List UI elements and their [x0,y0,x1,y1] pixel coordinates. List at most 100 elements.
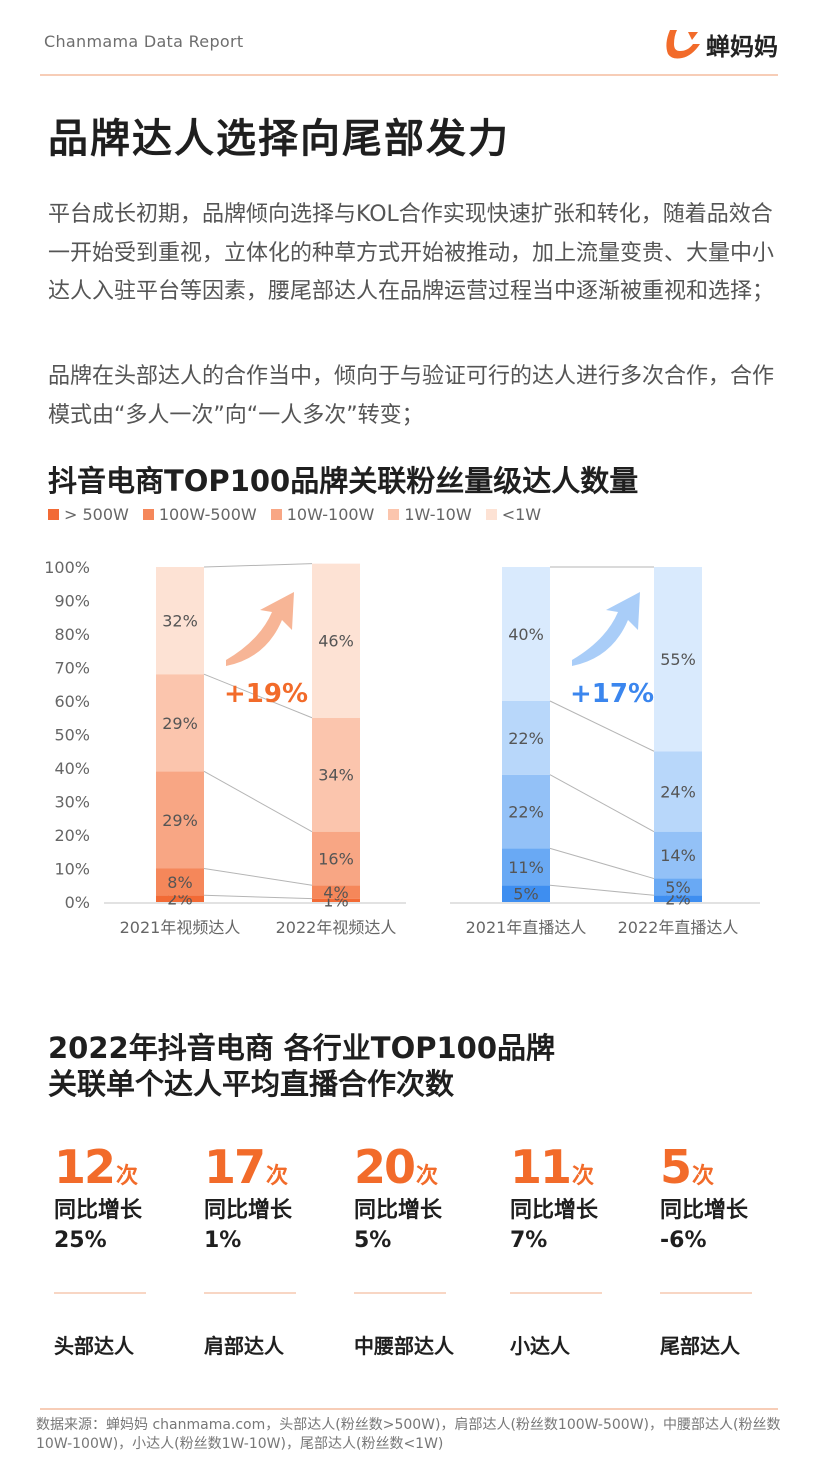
legend-item: <1W [485,505,542,524]
bar-segment [502,774,550,849]
data-label: 32% [162,612,198,631]
connector-line [549,884,655,896]
stat-value: 12 次 [54,1140,194,1194]
data-label: 5% [513,885,538,904]
stat-divider [354,1292,446,1294]
data-label: 22% [508,803,544,822]
legend-label: 1W-10W [404,505,472,524]
stat-category: 中腰部达人 [354,1334,454,1358]
section2-title-line1: 2022年抖音电商 各行业TOP100品牌 [48,1031,556,1065]
logo: 蝉妈妈 [662,24,778,64]
bar-segment [654,831,702,879]
connector-line [203,563,313,568]
bar-segment [312,898,360,902]
stat-unit: 次 [692,1164,715,1189]
growth-label: 同比增长 [204,1198,293,1223]
growth-value: 25% [54,1228,107,1253]
growth-label: 同比增长 [54,1198,143,1223]
bar-segment [654,878,702,896]
chart-title: 抖音电商TOP100品牌关联粉丝量级达人数量 [48,464,639,498]
stat-unit: 次 [266,1164,289,1189]
connector-line [549,700,655,752]
legend-item: 10W-100W [270,505,375,524]
y-tick-label: 70% [54,659,90,678]
data-label: 16% [318,849,354,868]
stat-number: 20 [354,1140,416,1194]
highlight-label: +17% [570,679,654,709]
legend-item: > 500W [48,505,129,524]
stat-category: 肩部达人 [204,1334,284,1358]
legend-label: 10W-100W [286,505,375,524]
x-tick-label: 2022年视频达人 [276,918,397,937]
bar-segment [654,751,702,832]
growth-value: -6% [660,1228,707,1253]
bar-segment [156,771,204,869]
y-tick-label: 80% [54,625,90,644]
section2-title-line2: 关联单个达人平均直播合作次数 [48,1067,455,1101]
x-tick-label: 2021年视频达人 [120,918,241,937]
stat-card-mid: 20 次 同比增长 5% 中腰部达人 [354,1140,494,1359]
data-label: 46% [318,632,354,651]
data-label: 34% [318,766,354,785]
bar-segment [156,674,204,772]
data-label: 5% [665,878,690,897]
intro-paragraph-2: 品牌在头部达人的合作当中，倾向于与验证可行的达人进行多次合作，合作模式由“多人一… [48,364,775,428]
legend-label: 100W-500W [158,505,257,524]
y-tick-label: 10% [54,860,90,879]
section2-title: 2022年抖音电商 各行业TOP100品牌 关联单个达人平均直播合作次数 [48,1030,555,1102]
legend-swatch [48,509,59,520]
y-tick-label: 40% [54,759,90,778]
bar-segment [502,567,550,701]
stat-value: 17 次 [204,1140,344,1194]
legend-swatch [485,509,497,520]
data-label: 40% [508,625,544,644]
bar-segment [312,563,360,718]
bar-segment [156,895,204,902]
legend-item: 100W-500W [142,505,257,524]
stat-number: 12 [54,1140,116,1194]
legend-label: <1W [501,505,542,524]
legend-item: 1W-10W [388,505,472,524]
y-tick-label: 60% [54,692,90,711]
up-right-arrow-icon [226,592,294,666]
legend-swatch [388,509,400,520]
y-tick-label: 20% [54,826,90,845]
stat-card-shoulder: 17 次 同比增长 1% 肩部达人 [204,1140,344,1359]
header-divider [40,74,778,76]
data-label: 22% [508,729,544,748]
connector-line [549,774,655,833]
bar-segment [312,885,360,899]
stat-number: 17 [204,1140,266,1194]
bar-segment [654,567,702,752]
bar-segment [312,717,360,832]
growth-label: 同比增长 [354,1198,443,1223]
connector-line [549,847,655,880]
growth-value: 5% [354,1228,392,1253]
x-tick-label: 2022年直播达人 [618,918,739,937]
logo-text: 蝉妈妈 [706,32,778,61]
connector-line [203,868,313,886]
bar-segment [156,868,204,896]
chart-legend: > 500W 100W-500W 10W-100W 1W-10W <1W [48,505,555,524]
stat-category: 小达人 [510,1334,570,1358]
up-right-arrow-icon [572,592,640,666]
data-label: 29% [162,714,198,733]
data-label: 8% [167,873,192,892]
stat-unit: 次 [416,1164,439,1189]
intro-paragraph-1: 平台成长初期，品牌倾向选择与KOL合作实现快速扩张和转化，随着品效合一开始受到重… [48,202,775,304]
highlight-label: +19% [224,679,308,709]
stat-category: 尾部达人 [660,1334,740,1358]
connector-line [203,894,313,900]
stat-value: 20 次 [354,1140,494,1194]
connector-line [203,673,313,719]
stat-number: 5 [660,1140,692,1194]
data-label: 14% [660,846,696,865]
data-label: 11% [508,858,544,877]
x-tick-label: 2021年直播达人 [466,918,587,937]
legend-label: > 500W [64,505,129,524]
bar-segment [502,848,550,886]
growth-value: 7% [510,1228,548,1253]
stat-divider [510,1292,602,1294]
